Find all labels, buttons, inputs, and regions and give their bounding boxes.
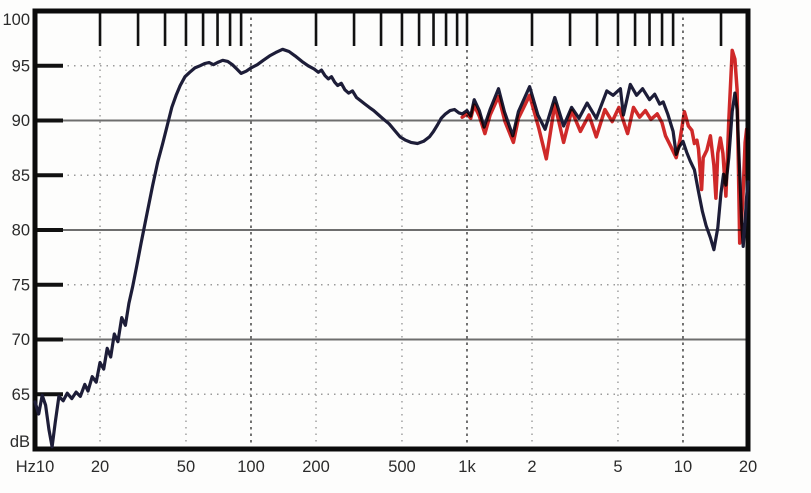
y-axis-label: dB: [10, 433, 30, 451]
x-axis-label: 1k: [458, 458, 476, 476]
y-axis-labels: 100 95 90 85 80 75 70 65 dB: [2, 11, 30, 451]
y-axis-label: 80: [12, 222, 30, 240]
y-axis-label: 100: [2, 11, 30, 29]
trace-dark-full-range: [33, 47, 750, 449]
x-axis-label: 5: [613, 458, 622, 476]
x-axis-label: 200: [302, 458, 330, 476]
x-axis-labels: Hz10 20 50 100 200 500 1k 2 5 10 20: [16, 458, 757, 476]
trace-red-high-band: [460, 48, 750, 245]
top-minor-ticks: [98, 13, 723, 46]
x-axis-label: 2: [527, 458, 536, 476]
y-axis-label: 95: [12, 57, 30, 75]
x-axis-label: 50: [177, 458, 195, 476]
plot-border: [32, 8, 751, 452]
h-gridlines-solid: [35, 119, 748, 341]
y-axis-label: 90: [12, 112, 30, 130]
x-axis-label: 10: [674, 458, 692, 476]
x-axis-label: 20: [91, 458, 109, 476]
y-axis-label: 75: [12, 276, 30, 294]
y-axis-label: 70: [12, 331, 30, 349]
x-axis-label: 20: [739, 458, 757, 476]
x-axis-label: Hz10: [16, 458, 55, 476]
v-gridlines: [99, 11, 684, 449]
y-axis-label: 65: [12, 386, 30, 404]
x-axis-label: 500: [388, 458, 416, 476]
x-axis-label: 100: [237, 458, 265, 476]
y-axis-label: 85: [12, 167, 30, 185]
y-axis-ticks: [37, 63, 63, 397]
